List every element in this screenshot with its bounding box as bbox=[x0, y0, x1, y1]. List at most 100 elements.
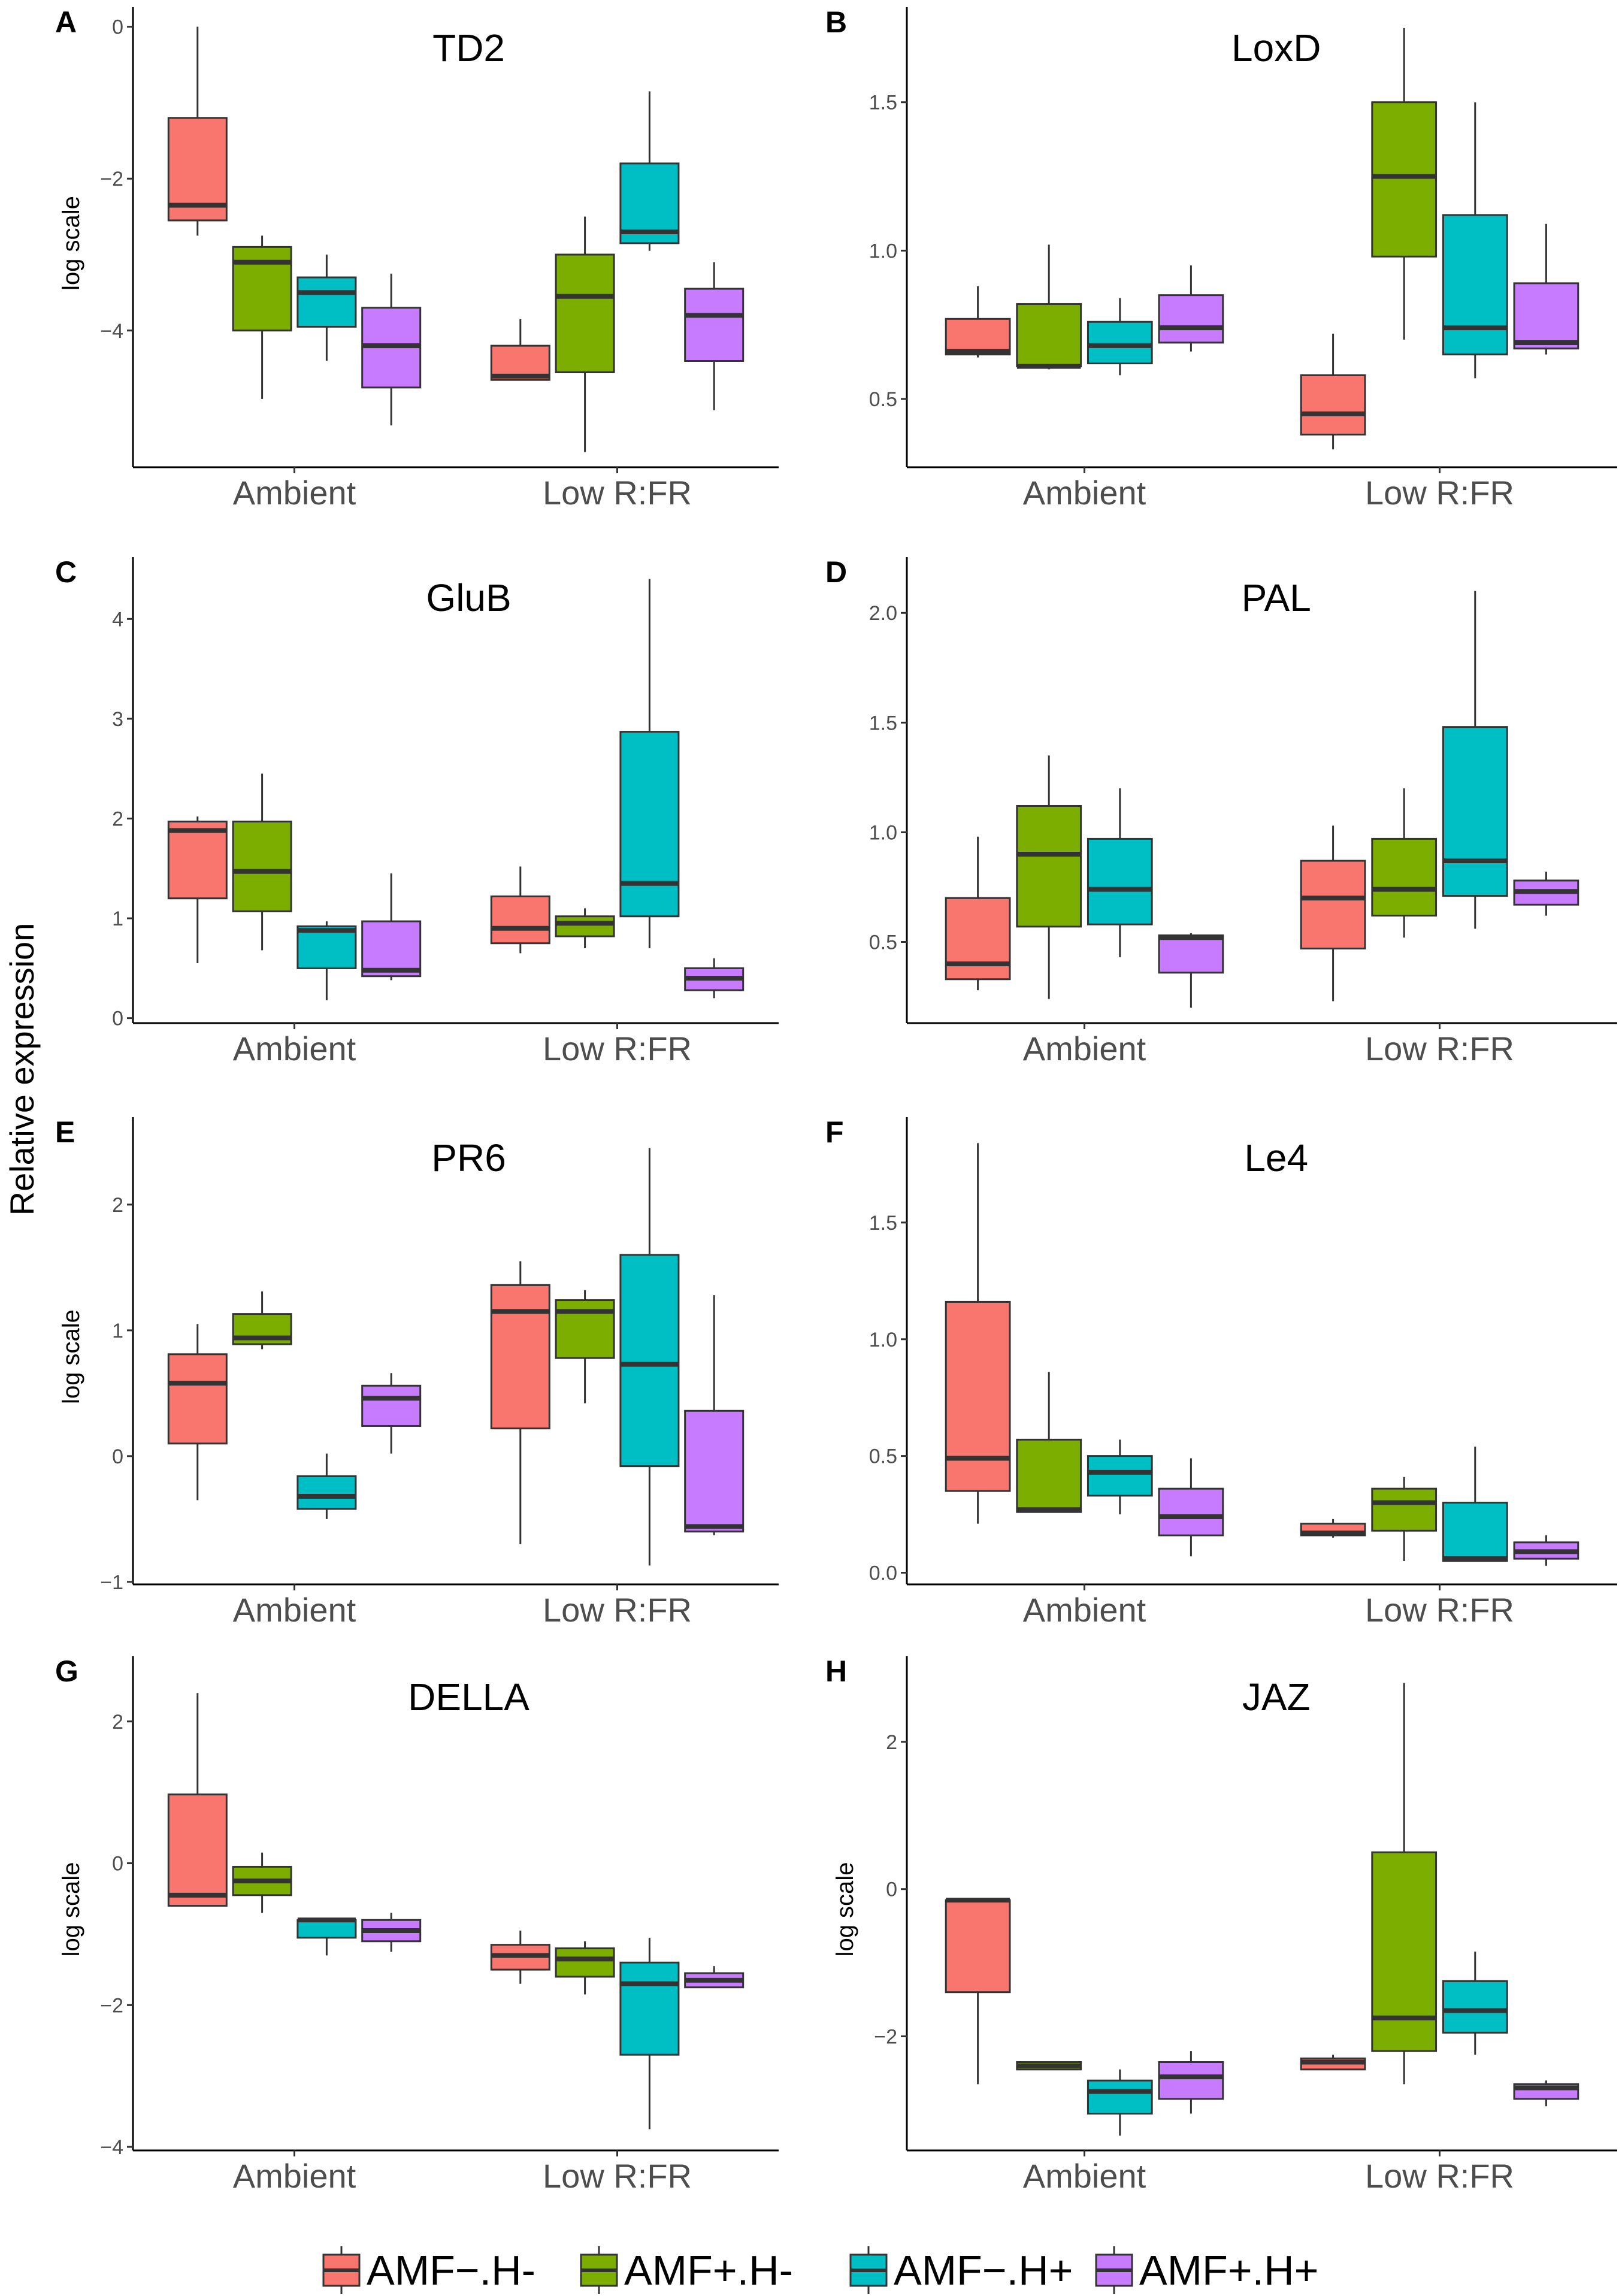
panel-letter: F bbox=[825, 1115, 844, 1149]
legend-item: AMF−.H- bbox=[322, 2246, 535, 2294]
box-a-1-3 bbox=[684, 262, 745, 410]
box-g-1-3 bbox=[684, 1966, 745, 1989]
box-d-0-1 bbox=[1016, 755, 1082, 999]
box-g-1-2 bbox=[619, 1937, 680, 2129]
box-a-1-2 bbox=[619, 91, 680, 251]
panel-b: B LoxD 0.5 1.0 1.5 Ambient Low R:FR bbox=[825, 5, 1617, 512]
box-e-0-1 bbox=[232, 1291, 292, 1350]
panel-title: DELLA bbox=[408, 1675, 529, 1719]
y-tick-label: 0 bbox=[112, 1853, 123, 1875]
box-e-1-0 bbox=[490, 1261, 550, 1544]
panel-e: E PR6 −1 0 1 2 log scale Ambient Low R:FR bbox=[55, 1115, 779, 1629]
box-f-1-0 bbox=[1300, 1518, 1366, 1538]
box-body bbox=[490, 895, 550, 945]
box-body bbox=[1016, 303, 1082, 368]
box-a-0-2 bbox=[296, 255, 357, 361]
box-d-0-3 bbox=[1158, 933, 1224, 1008]
box-body bbox=[619, 1961, 680, 2056]
y-tick-label: 0 bbox=[112, 1445, 123, 1468]
box-b-1-1 bbox=[1371, 28, 1438, 340]
box-body bbox=[232, 246, 292, 332]
x-tick-label: Ambient bbox=[1023, 474, 1146, 512]
box-body bbox=[1442, 1502, 1508, 1562]
box-body bbox=[1371, 101, 1438, 258]
box-c-1-3 bbox=[684, 958, 745, 999]
box-body bbox=[1158, 1487, 1224, 1536]
box-g-1-0 bbox=[490, 1931, 550, 1984]
panel-g: G DELLA 2 0 −2 −4 log scale Ambient Low R:FR bbox=[55, 1654, 779, 2195]
panel-letter: C bbox=[55, 555, 77, 589]
panel-h: H JAZ 2 0 −2 log scale Ambient Low R:FR bbox=[825, 1654, 1617, 2195]
box-h-0-2 bbox=[1087, 2069, 1153, 2136]
box-h-1-2 bbox=[1442, 1952, 1508, 2055]
box-body bbox=[296, 925, 357, 969]
box-body bbox=[619, 731, 680, 918]
panel-letter: E bbox=[55, 1115, 75, 1149]
box-d-0-2 bbox=[1087, 788, 1153, 958]
box-body bbox=[1513, 282, 1579, 350]
panel-title: LoxD bbox=[1231, 26, 1321, 69]
box-body bbox=[1158, 934, 1224, 974]
y-tick-label: 4 bbox=[112, 608, 123, 631]
box-body bbox=[361, 920, 422, 978]
box-body bbox=[684, 288, 745, 362]
box-body bbox=[1371, 1487, 1438, 1532]
y-tick-label: 1.0 bbox=[869, 1329, 897, 1351]
box-b-0-2 bbox=[1087, 298, 1153, 376]
box-body bbox=[296, 1919, 357, 1939]
y-tick-label: 2 bbox=[112, 1194, 123, 1217]
box-g-0-2 bbox=[296, 1917, 357, 1956]
panel-title: PR6 bbox=[431, 1136, 506, 1179]
box-d-0-0 bbox=[945, 836, 1011, 991]
box-g-0-1 bbox=[232, 1852, 292, 1913]
x-tick-label: Ambient bbox=[233, 1030, 356, 1067]
box-body bbox=[232, 820, 292, 912]
y-tick-label: 0 bbox=[886, 1878, 897, 1901]
box-d-1-0 bbox=[1300, 825, 1366, 1002]
legend-label: AMF+.H- bbox=[624, 2247, 793, 2294]
box-body bbox=[1300, 374, 1366, 436]
panel-title: Le4 bbox=[1244, 1136, 1308, 1179]
x-tick-label: Ambient bbox=[233, 474, 356, 512]
box-f-1-1 bbox=[1371, 1477, 1438, 1562]
box-e-0-2 bbox=[296, 1453, 357, 1519]
y-tick-label: 1.5 bbox=[869, 92, 897, 114]
x-tick-label: Low R:FR bbox=[1365, 1030, 1514, 1067]
y-tick-label: 1 bbox=[112, 1320, 123, 1342]
box-b-1-3 bbox=[1513, 223, 1579, 355]
box-body bbox=[167, 1353, 228, 1445]
y-tick-label: 1 bbox=[112, 907, 123, 930]
box-c-1-0 bbox=[490, 866, 550, 954]
panel-title: JAZ bbox=[1242, 1675, 1311, 1719]
box-f-0-1 bbox=[1016, 1372, 1082, 1513]
box-body bbox=[296, 276, 357, 328]
box-body bbox=[1442, 214, 1508, 356]
legend-label: AMF−.H+ bbox=[894, 2247, 1073, 2294]
x-tick-label: Low R:FR bbox=[543, 1030, 692, 1067]
x-tick-label: Ambient bbox=[233, 2157, 356, 2195]
box-a-1-0 bbox=[490, 319, 550, 381]
panel-letter: D bbox=[825, 555, 847, 589]
box-c-1-1 bbox=[555, 908, 615, 949]
x-tick-label: Low R:FR bbox=[1365, 474, 1514, 512]
y-tick-label: −4 bbox=[100, 320, 123, 343]
y-axis-label: log scale bbox=[58, 196, 84, 291]
box-body bbox=[1016, 804, 1082, 928]
box-g-0-0 bbox=[167, 1693, 228, 1907]
legend-label: AMF+.H+ bbox=[1139, 2247, 1319, 2294]
box-body bbox=[1158, 2061, 1224, 2100]
panel-title: TD2 bbox=[432, 26, 505, 69]
y-tick-label: 1.0 bbox=[869, 821, 897, 844]
box-h-1-0 bbox=[1300, 2055, 1366, 2071]
box-f-1-3 bbox=[1513, 1535, 1579, 1566]
box-d-1-3 bbox=[1513, 872, 1579, 916]
box-b-1-2 bbox=[1442, 102, 1508, 379]
y-tick-label: 0.0 bbox=[869, 1562, 897, 1585]
box-d-1-2 bbox=[1442, 591, 1508, 929]
x-tick-label: Low R:FR bbox=[543, 2157, 692, 2195]
box-body bbox=[1016, 1438, 1082, 1513]
y-tick-label: 2 bbox=[112, 1711, 123, 1734]
box-f-1-2 bbox=[1442, 1447, 1508, 1562]
box-a-0-1 bbox=[232, 235, 292, 399]
box-body bbox=[555, 915, 615, 937]
